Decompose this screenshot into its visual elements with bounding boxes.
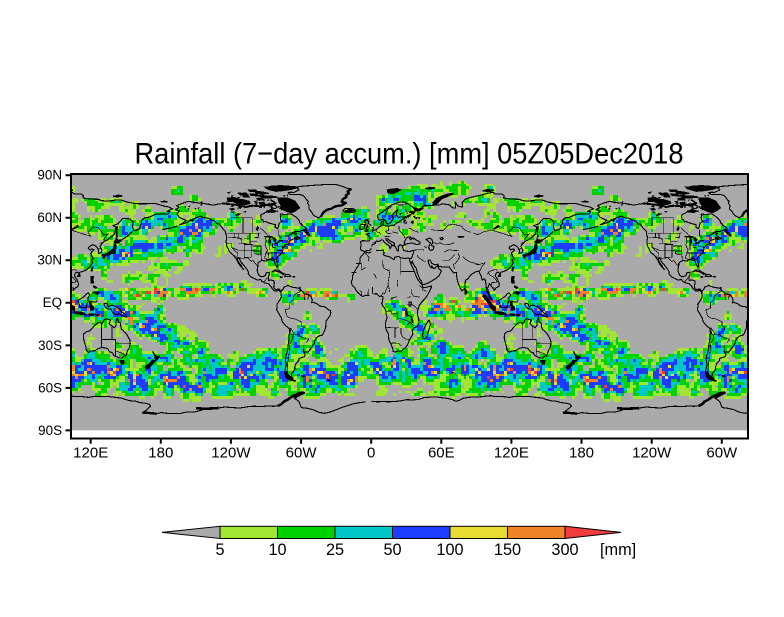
svg-text:[mm]: [mm] — [600, 541, 636, 559]
svg-text:60W: 60W — [706, 445, 738, 462]
svg-text:60E: 60E — [428, 445, 455, 462]
svg-text:Rainfall (7−day accum.) [mm] 0: Rainfall (7−day accum.) [mm] 05Z05Dec201… — [135, 138, 684, 171]
svg-text:100: 100 — [436, 541, 463, 559]
svg-text:120W: 120W — [632, 445, 672, 462]
svg-text:120E: 120E — [73, 445, 108, 462]
svg-text:180: 180 — [148, 445, 173, 462]
svg-text:180: 180 — [569, 445, 594, 462]
svg-text:150: 150 — [494, 541, 521, 559]
svg-text:25: 25 — [326, 541, 344, 559]
svg-text:EQ: EQ — [43, 295, 62, 310]
svg-text:90S: 90S — [38, 423, 62, 438]
svg-text:10: 10 — [268, 541, 286, 559]
svg-text:120E: 120E — [494, 445, 529, 462]
svg-text:0: 0 — [367, 445, 375, 462]
svg-text:30N: 30N — [37, 253, 62, 268]
svg-text:90N: 90N — [37, 168, 62, 183]
svg-text:5: 5 — [215, 541, 224, 559]
svg-text:60S: 60S — [38, 380, 62, 395]
svg-text:60N: 60N — [37, 210, 62, 225]
svg-text:30S: 30S — [38, 338, 62, 353]
svg-text:300: 300 — [551, 541, 578, 559]
svg-text:50: 50 — [383, 541, 401, 559]
svg-text:60W: 60W — [286, 445, 318, 462]
svg-text:120W: 120W — [211, 445, 251, 462]
